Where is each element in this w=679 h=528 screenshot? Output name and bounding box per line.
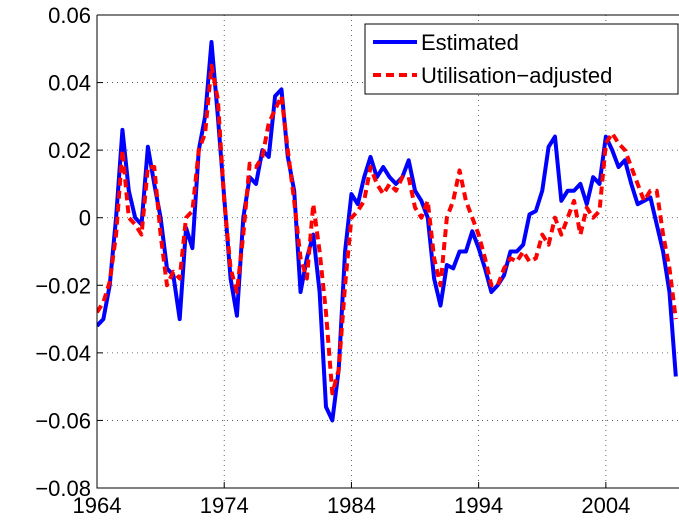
y-tick-label: −0.02 — [35, 273, 91, 298]
series-line — [97, 63, 678, 396]
y-tick-label: −0.06 — [35, 408, 91, 433]
legend: Estimated Utilisation−adjusted — [364, 23, 679, 95]
series-line — [97, 40, 678, 423]
y-tick-label: 0.04 — [48, 71, 91, 96]
legend-box — [364, 23, 679, 95]
x-tick-label: 1964 — [73, 493, 122, 518]
y-tick-label: −0.08 — [35, 476, 91, 501]
y-tick-label: 0.06 — [48, 3, 91, 28]
y-tick-label: 0 — [79, 206, 91, 231]
y-tick-label: 0.02 — [48, 138, 91, 163]
x-tick-label: 2004 — [581, 493, 630, 518]
x-tick-label: 1994 — [454, 493, 503, 518]
x-tick-label: 1974 — [200, 493, 249, 518]
legend-label: Utilisation−adjusted — [421, 63, 612, 88]
legend-label: Estimated — [421, 30, 519, 55]
x-tick-label: 1984 — [327, 493, 376, 518]
plot-area — [97, 40, 678, 423]
y-tick-label: −0.04 — [35, 341, 91, 366]
